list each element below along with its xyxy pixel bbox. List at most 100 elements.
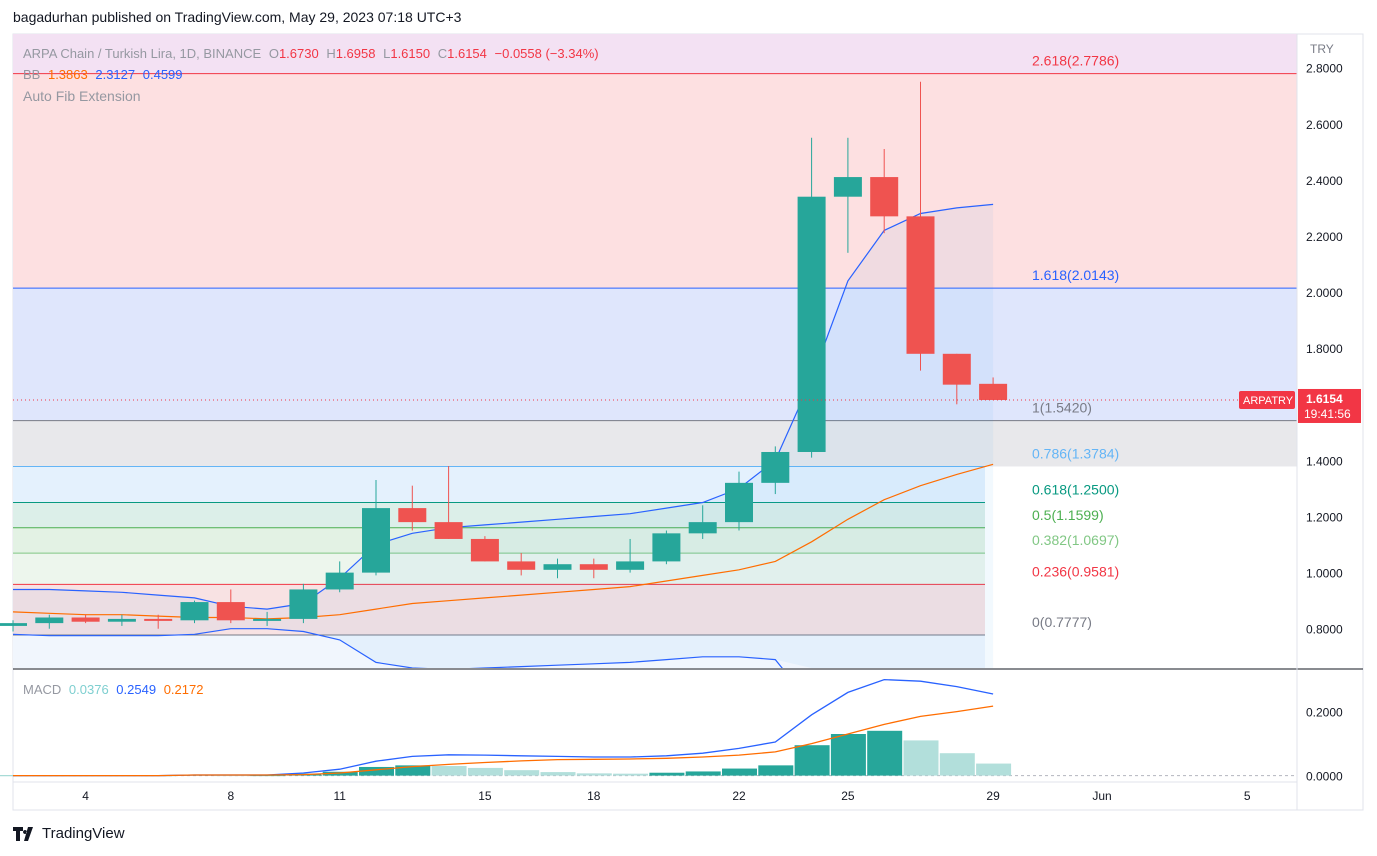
macd-hist-bar [359, 766, 394, 776]
bb-lower-value: 0.4599 [142, 67, 183, 82]
macd-hist-bar [976, 763, 1012, 776]
bb-lower-line [13, 628, 783, 668]
fib-label: 0.5(1.1599) [1032, 507, 1104, 523]
macd-hist-bar [794, 745, 830, 776]
fib-label: 2.618(2.7786) [1032, 53, 1119, 69]
candle-body [398, 508, 427, 523]
low-value: 1.6150 [390, 46, 431, 61]
macd-legend: MACD 0.0376 0.2549 0.2172 [23, 682, 207, 697]
candle-body [797, 196, 826, 452]
symbol-tag [1239, 390, 1295, 409]
fib-zone [13, 584, 985, 635]
price-tick-label: 2.8000 [1306, 62, 1343, 76]
macd-hist-bar [395, 765, 431, 776]
candle-body [0, 623, 27, 626]
fib-zone [13, 466, 985, 503]
macd-hist-bar [939, 753, 975, 776]
bb-label: BB [23, 67, 41, 82]
bb-basis-value: 1.3863 [47, 67, 88, 82]
macd-line-value: 0.2549 [116, 682, 157, 697]
bb-upper-line [13, 203, 994, 610]
candle-body [325, 572, 354, 590]
price-tick-label: 0.8000 [1306, 623, 1343, 637]
price-tick-label: 1.4000 [1306, 454, 1343, 468]
macd-signal-line [13, 705, 994, 777]
candle-body [180, 602, 209, 621]
macd-hist-value: 0.0376 [68, 682, 109, 697]
bb-group [13, 203, 994, 668]
candle-body [870, 177, 899, 217]
price-tick-label: 2.6000 [1306, 118, 1343, 132]
macd-hist-bar [322, 771, 358, 776]
candle-body [543, 564, 572, 570]
open-value: 1.6730 [278, 46, 319, 61]
fib-zone [13, 634, 985, 668]
symbol-tag-text: ARPATRY [1243, 395, 1294, 407]
fib-label: 1.618(2.0143) [1032, 267, 1119, 283]
fib-label: 0.382(1.0697) [1032, 532, 1119, 548]
candle-body [942, 353, 971, 385]
candle-body [652, 533, 681, 562]
high-label: H [326, 46, 336, 61]
countdown-text: 19:41:56 [1304, 407, 1351, 421]
candle-body [35, 617, 64, 624]
macd-label: MACD [23, 682, 62, 697]
close-value: 1.6154 [447, 46, 487, 61]
macd-hist-bar [613, 773, 649, 776]
currency-label: TRY [1310, 42, 1334, 56]
time-tick-label: 25 [841, 789, 855, 803]
time-tick-label: 4 [82, 789, 89, 803]
time-tick-label: 18 [587, 789, 601, 803]
time-tick-label: Jun [1092, 789, 1111, 803]
macd-hist-bar [758, 765, 794, 776]
macd-hist-bar [685, 771, 721, 776]
macd-hist-bar [504, 770, 540, 776]
bb-upper-value: 2.3127 [95, 67, 136, 82]
macd-hist-bar [467, 767, 503, 776]
candle-body [362, 508, 390, 573]
candle-body [761, 451, 790, 483]
candle-body [434, 522, 463, 539]
fib-legend: Auto Fib Extension [23, 88, 141, 104]
candle-body [906, 216, 935, 354]
macd-hist-bar [867, 730, 903, 776]
macd-hist-bar [576, 773, 612, 776]
candle-body [616, 561, 645, 570]
price-tick-label: 1.2000 [1306, 511, 1343, 525]
macd-hist-bar [540, 772, 576, 776]
candle-body [144, 618, 173, 621]
macd-hist-bar [649, 772, 685, 776]
time-tick-label: 15 [478, 789, 492, 803]
time-tick-label: 5 [1244, 789, 1251, 803]
brand-name: TradingView [42, 825, 125, 842]
fib-label: 0.618(1.2500) [1032, 481, 1119, 497]
bb-basis-line [13, 463, 994, 620]
tradingview-logo-icon [13, 826, 37, 841]
macd-hist-bar [830, 734, 866, 776]
candle-body [470, 538, 499, 562]
price-tag [1298, 388, 1361, 423]
price-tick-label: 2.4000 [1306, 174, 1343, 188]
candle-body [688, 522, 717, 534]
high-value: 1.6958 [335, 46, 376, 61]
candle-body [289, 589, 318, 619]
candle-body [833, 177, 862, 197]
price-tag-text: 1.6154 [1306, 392, 1343, 406]
candle-body [979, 383, 1008, 400]
macd-hist-bar [213, 775, 249, 777]
candle-body [725, 482, 753, 523]
fib-zone [13, 288, 1297, 421]
macd-tick-label: 0.0000 [1306, 770, 1343, 784]
fib-zone [13, 420, 1297, 467]
tradingview-logo[interactable]: TradingView [13, 825, 125, 842]
fib-label: 0(0.7777) [1032, 614, 1092, 630]
candle-body [216, 602, 245, 621]
fib-zone [13, 527, 985, 554]
macd-signal-value: 0.2172 [163, 682, 204, 697]
time-tick-label: 22 [732, 789, 746, 803]
close-label: C [437, 46, 448, 61]
macd-tick-label: 0.2000 [1306, 706, 1343, 720]
price-tick-label: 2.0000 [1306, 286, 1343, 300]
time-tick-label: 8 [227, 789, 234, 803]
